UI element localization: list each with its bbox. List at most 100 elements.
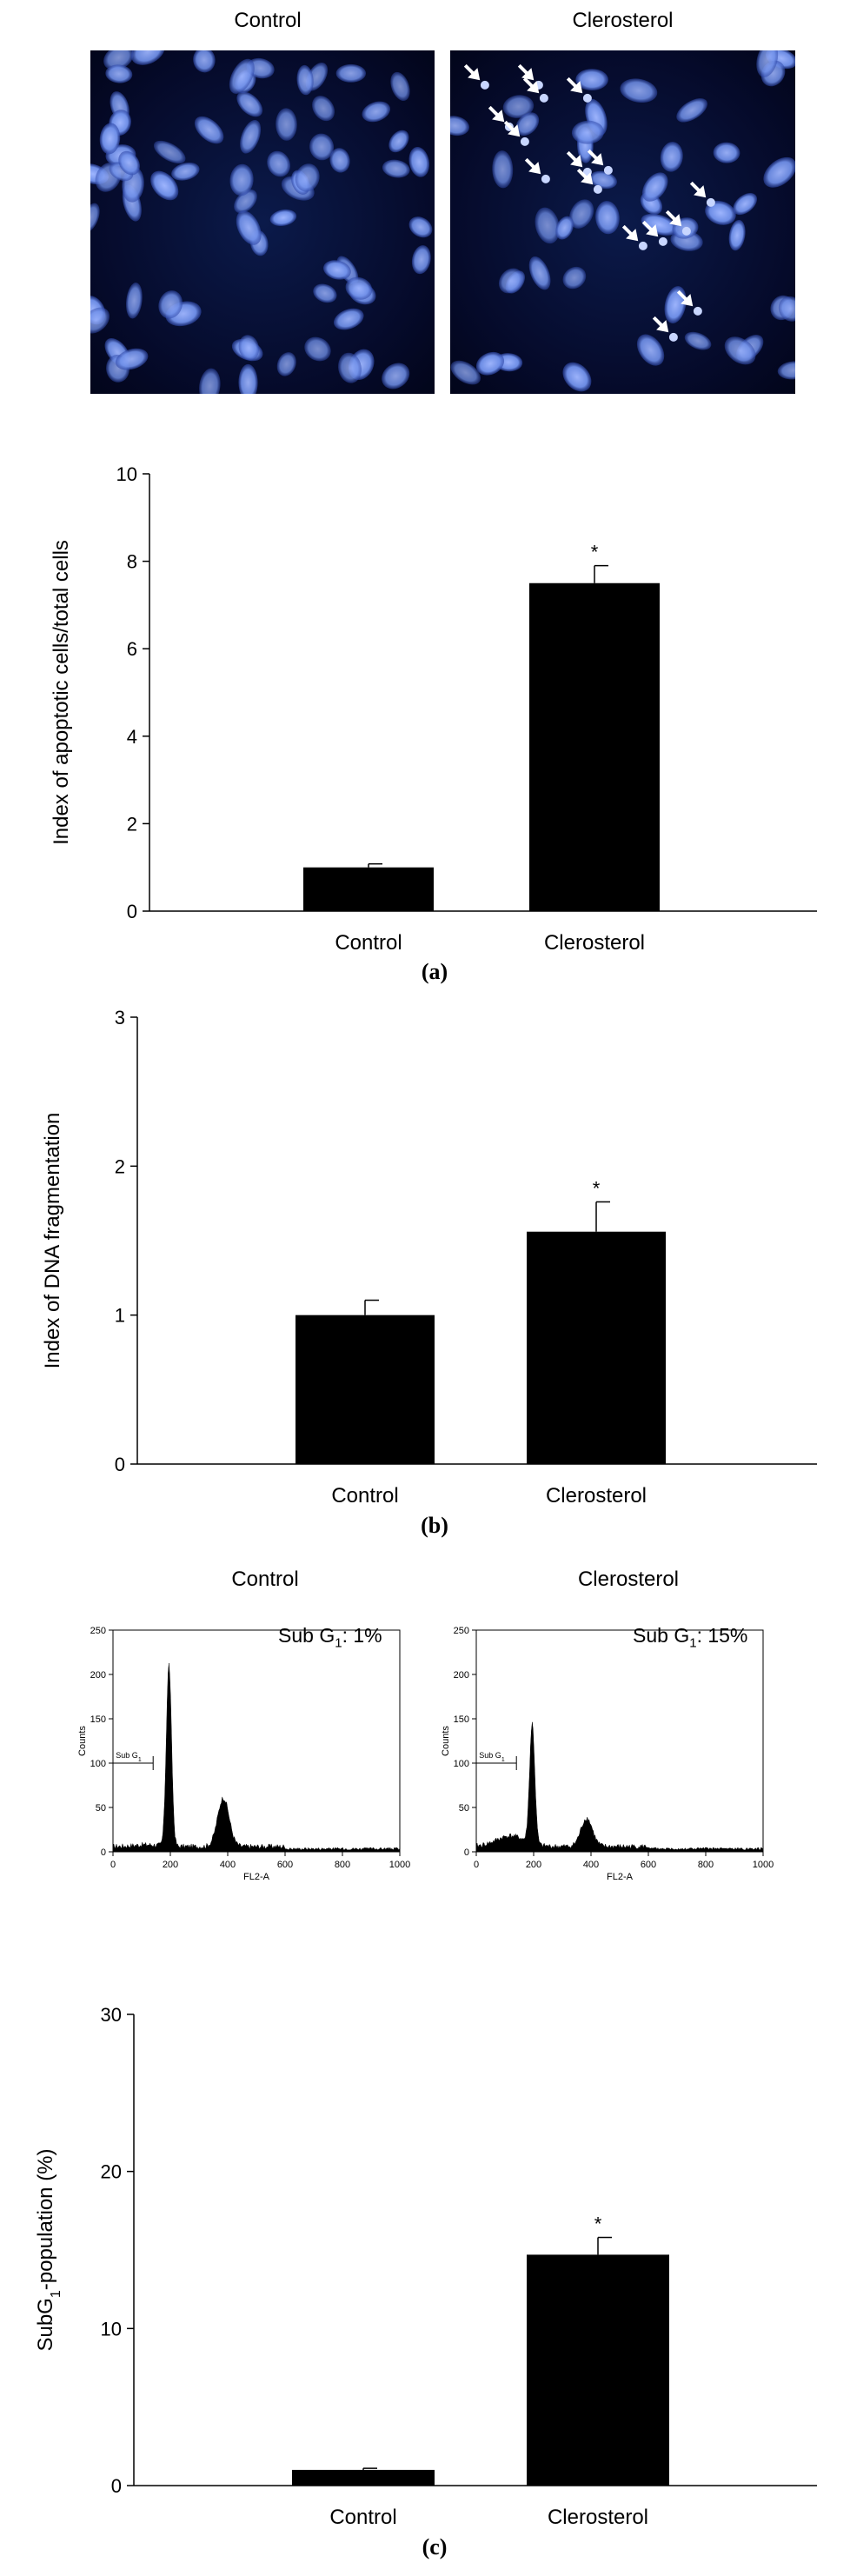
nucleus xyxy=(276,108,297,141)
white-arrow-icon xyxy=(524,157,550,183)
white-arrow-icon xyxy=(522,77,548,103)
significance-marker: * xyxy=(594,2213,602,2235)
x-tick-label: 600 xyxy=(277,1860,293,1870)
micrograph-title-clerosterol: Clerosterol xyxy=(572,9,674,32)
nucleus xyxy=(390,71,410,101)
panel-label-c: (c) xyxy=(422,2534,448,2559)
nucleus xyxy=(304,336,331,362)
x-tick-label: 200 xyxy=(526,1860,541,1870)
nucleus xyxy=(569,199,594,229)
white-arrow-icon xyxy=(689,181,715,207)
nucleus xyxy=(388,130,409,153)
flow-title-control: Control xyxy=(231,1568,299,1591)
nucleus xyxy=(498,268,523,294)
flow-histogram-clerosterol: 0 200 400 600 800 1000 0 50 100 150 200 250 FL2-A Cou… xyxy=(415,1604,780,1943)
nucleus xyxy=(329,148,350,173)
nucleus xyxy=(171,162,200,181)
nucleus xyxy=(492,150,514,189)
nucleus xyxy=(333,308,364,330)
micrograph-control xyxy=(90,50,435,394)
nucleus xyxy=(296,64,314,96)
y-tick-label: 200 xyxy=(454,1670,469,1681)
nucleus xyxy=(575,69,608,91)
y-tick-label: 10 xyxy=(101,2318,122,2340)
nucleus xyxy=(684,331,712,350)
nucleus xyxy=(236,91,263,117)
nucleus xyxy=(676,98,707,123)
x-category-label: Clerosterol xyxy=(548,2506,648,2529)
y-tick-label: 50 xyxy=(96,1803,106,1814)
y-axis-label: Counts xyxy=(441,1726,451,1756)
nucleus xyxy=(382,159,410,178)
nucleus xyxy=(130,50,165,65)
x-category-label: Clerosterol xyxy=(544,931,645,955)
nucleus xyxy=(193,50,216,73)
y-tick-label: 10 xyxy=(116,463,137,485)
white-arrow-icon xyxy=(503,120,529,146)
chart-c: 0 10 20 30 SubG1-population (%) Control * Clero… xyxy=(0,1991,850,2539)
x-axis-label: FL2-A xyxy=(243,1872,270,1882)
nucleus xyxy=(763,156,795,188)
y-axis-label: Counts xyxy=(77,1726,88,1756)
y-axis-label: Index of DNA fragmentation xyxy=(41,1113,64,1369)
nucleus xyxy=(664,286,687,323)
y-tick-label: 20 xyxy=(101,2161,122,2183)
nucleus xyxy=(150,170,179,201)
y-tick-label: 1 xyxy=(115,1305,125,1327)
bar xyxy=(527,1231,666,1464)
nucleus xyxy=(502,95,535,118)
nucleus xyxy=(660,142,683,172)
nucleus xyxy=(338,352,362,383)
nucleus xyxy=(312,96,335,122)
nucleus xyxy=(238,335,260,361)
y-tick-label: 2 xyxy=(127,813,137,835)
chart-b: 0 1 2 3 Index of DNA fragmentation Control * Cl… xyxy=(0,1000,850,1521)
bar xyxy=(296,1315,435,1464)
flow-title-clerosterol: Clerosterol xyxy=(577,1568,680,1591)
x-tick-label: 0 xyxy=(474,1860,479,1870)
nucleus xyxy=(778,296,795,322)
nucleus xyxy=(295,163,320,192)
white-arrow-icon xyxy=(576,168,602,194)
sub-g1-annotation-clerosterol: Sub G1: 15% xyxy=(633,1624,748,1651)
y-tick-label: 100 xyxy=(90,1759,106,1769)
nucleus xyxy=(620,78,658,103)
nucleus xyxy=(555,216,574,240)
y-tick-label: 8 xyxy=(127,551,137,573)
nucleus xyxy=(756,50,779,77)
nucleus xyxy=(313,283,337,303)
y-tick-label: 200 xyxy=(90,1670,106,1681)
bar xyxy=(529,582,660,911)
significance-marker: * xyxy=(593,1177,601,1199)
nucleus xyxy=(713,142,740,163)
panel-label-b: (b) xyxy=(421,1513,448,1538)
nucleus xyxy=(705,200,736,225)
nucleus xyxy=(571,120,604,144)
nucleus xyxy=(345,276,373,300)
nuclei-clerosterol xyxy=(450,50,795,392)
nuclei-control xyxy=(90,50,433,394)
y-tick-label: 250 xyxy=(90,1626,106,1636)
white-arrow-icon xyxy=(652,316,678,342)
y-tick-label: 0 xyxy=(127,901,137,922)
x-tick-label: 1000 xyxy=(389,1860,410,1870)
nucleus xyxy=(411,245,431,275)
nucleus xyxy=(238,363,258,394)
nucleus xyxy=(199,368,221,394)
nucleus xyxy=(236,210,262,245)
sub-g1-gate-label: Sub G1 xyxy=(479,1751,505,1763)
nucleus xyxy=(535,207,560,244)
y-tick-label: 4 xyxy=(127,726,137,748)
y-tick-label: 0 xyxy=(115,1454,125,1475)
nucleus xyxy=(450,116,469,136)
white-arrow-icon xyxy=(587,149,613,175)
y-tick-label: 0 xyxy=(111,2475,122,2497)
y-tick-label: 150 xyxy=(454,1714,469,1725)
nucleus xyxy=(382,363,410,389)
x-tick-label: 1000 xyxy=(753,1860,774,1870)
y-tick-label: 2 xyxy=(115,1155,125,1177)
nucleus xyxy=(229,163,254,196)
micrograph-title-control: Control xyxy=(234,9,302,32)
nucleus xyxy=(240,119,262,154)
nucleus xyxy=(99,123,121,155)
